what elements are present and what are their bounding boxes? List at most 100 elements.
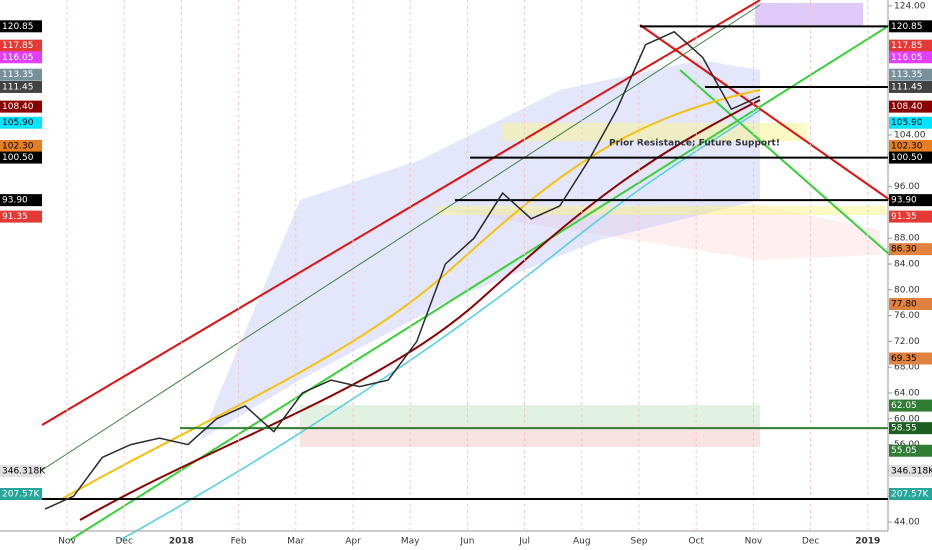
price-tag xyxy=(889,465,932,477)
price-tag-label: 108.40 xyxy=(891,102,923,112)
price-tag-label: 102.30 xyxy=(891,141,923,151)
price-tag-label: 120.85 xyxy=(891,22,923,32)
y-tick-label: 76.00 xyxy=(894,311,920,321)
zone xyxy=(755,3,863,27)
price-tag-label: 207.57K xyxy=(2,490,40,500)
price-tag xyxy=(889,422,932,435)
price-tag xyxy=(889,210,932,223)
price-tag xyxy=(0,116,42,129)
price-tag-label: 105.90 xyxy=(891,118,923,128)
price-tag-label: 117.85 xyxy=(891,41,923,51)
price-tag-label: 86.30 xyxy=(891,245,917,255)
x-tick-label: Feb xyxy=(231,537,247,547)
price-tag xyxy=(889,194,932,207)
zone xyxy=(300,405,760,425)
x-tick-label: Apr xyxy=(345,537,361,547)
moving-average xyxy=(79,99,761,521)
price-line xyxy=(44,30,761,510)
price-tag xyxy=(889,151,932,164)
price-tag xyxy=(0,80,42,93)
annotation: Prior Resistance; Future Support! xyxy=(609,139,780,149)
price-tag-label: 113.35 xyxy=(2,70,34,80)
price-tag-label: 91.35 xyxy=(891,212,917,222)
y-tick-label: 88.00 xyxy=(894,234,920,244)
price-tag-label: 108.40 xyxy=(2,102,34,112)
price-tag-label: 77.80 xyxy=(891,299,917,309)
price-tag-label: 346.318K xyxy=(2,467,46,477)
price-tag xyxy=(889,444,932,457)
x-tick-label: Aug xyxy=(573,537,591,547)
price-tag xyxy=(0,488,42,500)
x-tick-label: May xyxy=(401,537,420,547)
y-tick-label: 60.00 xyxy=(894,414,920,424)
price-tag-label: 111.45 xyxy=(2,82,34,92)
price-tag xyxy=(0,151,42,164)
x-tick-label: Oct xyxy=(688,537,704,547)
x-tick-label: Nov xyxy=(58,537,76,547)
price-tag xyxy=(889,399,932,412)
cloud xyxy=(200,60,760,440)
price-tag xyxy=(0,210,42,223)
price-tag xyxy=(889,297,932,310)
price-tag xyxy=(889,51,932,64)
price-tag-label: 207.57K xyxy=(891,490,929,500)
price-tag-label: 120.85 xyxy=(2,22,34,32)
price-tag-label: 93.90 xyxy=(2,196,28,206)
y-tick-label: 68.00 xyxy=(894,363,920,373)
price-tag-label: 91.35 xyxy=(2,212,28,222)
price-tag xyxy=(0,51,42,64)
price-tag xyxy=(0,465,42,477)
x-tick-label: Jul xyxy=(518,537,530,547)
price-tag xyxy=(889,80,932,93)
trend-line xyxy=(639,24,891,201)
zone xyxy=(502,123,807,141)
x-tick-label: 2018 xyxy=(169,537,194,547)
price-tag-label: 113.35 xyxy=(891,70,923,80)
x-tick-label: Mar xyxy=(287,537,304,547)
price-tag xyxy=(0,139,42,152)
price-tag-label: 100.50 xyxy=(2,153,34,163)
trend-line xyxy=(41,0,761,426)
price-tag xyxy=(0,68,42,81)
price-tag xyxy=(0,20,42,33)
price-tag xyxy=(0,100,42,113)
price-tag xyxy=(889,100,932,113)
price-tag xyxy=(889,243,932,256)
moving-average xyxy=(59,89,761,501)
x-tick-label: Sep xyxy=(631,537,648,547)
price-tag-label: 117.85 xyxy=(2,41,34,51)
y-tick-label: 64.00 xyxy=(894,389,920,399)
trend-line xyxy=(41,4,761,471)
zone xyxy=(300,425,760,447)
x-tick-label: Dec xyxy=(115,537,132,547)
price-tag-label: 105.90 xyxy=(2,118,34,128)
y-tick-label: 84.00 xyxy=(894,260,920,270)
price-tag-label: 346.318K xyxy=(891,467,932,477)
price-tag xyxy=(0,194,42,207)
price-tag-label: 55.05 xyxy=(891,446,917,456)
price-tag xyxy=(889,68,932,81)
price-tag xyxy=(889,20,932,33)
price-tag xyxy=(889,488,932,500)
price-tag-label: 116.05 xyxy=(891,53,923,63)
x-tick-label: 2019 xyxy=(855,537,880,547)
y-tick-label: 80.00 xyxy=(894,285,920,295)
price-tag xyxy=(0,39,42,52)
price-tag-label: 62.05 xyxy=(891,401,917,411)
price-tag xyxy=(889,116,932,129)
x-tick-label: Nov xyxy=(745,537,763,547)
x-tick-label: Dec xyxy=(802,537,819,547)
zone xyxy=(436,206,886,215)
y-tick-label: 72.00 xyxy=(894,337,920,347)
price-tag xyxy=(889,39,932,52)
price-tag-label: 93.90 xyxy=(891,196,917,206)
zone xyxy=(440,205,880,260)
x-tick-label: Jun xyxy=(459,537,474,547)
price-tag xyxy=(889,139,932,152)
price-tag-label: 69.35 xyxy=(891,354,917,364)
price-tag-label: 58.55 xyxy=(891,424,917,434)
price-tag-label: 116.05 xyxy=(2,53,34,63)
y-tick-label: 44.00 xyxy=(894,518,920,528)
